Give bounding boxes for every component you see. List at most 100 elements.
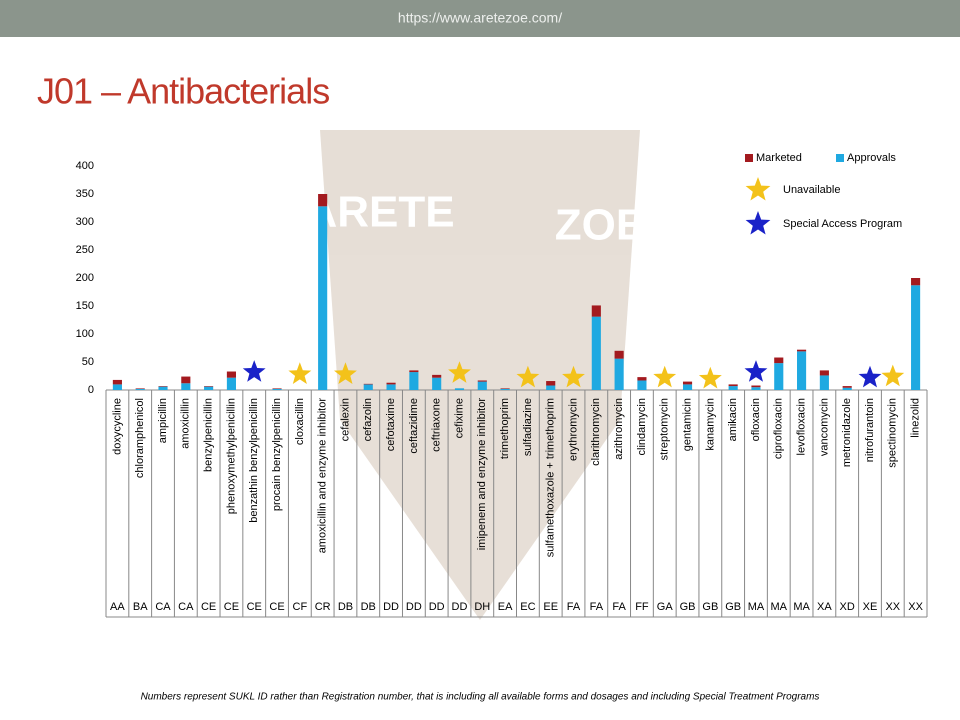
group-code: CF bbox=[293, 601, 308, 613]
bar-segment bbox=[637, 380, 647, 390]
bar-segment bbox=[819, 370, 829, 376]
x-tick-label: imipenem and enzyme inhibitor bbox=[476, 398, 488, 551]
group-code: XD bbox=[840, 601, 855, 613]
status-star bbox=[881, 364, 905, 387]
x-tick-label: cloxacillin bbox=[294, 398, 306, 445]
x-tick-label: cefixime bbox=[453, 398, 465, 438]
legend-star bbox=[745, 211, 771, 235]
bar-segment bbox=[318, 194, 328, 207]
bar-segment bbox=[797, 349, 807, 352]
group-code: XX bbox=[885, 601, 900, 613]
x-tick-label: clindamycin bbox=[636, 398, 648, 455]
bar-segment bbox=[363, 383, 373, 385]
status-star bbox=[242, 360, 266, 382]
bar-segment bbox=[842, 387, 852, 390]
x-tick-label: cefalexin bbox=[339, 398, 351, 441]
legend-label: Approvals bbox=[847, 152, 896, 164]
legend-star bbox=[745, 177, 771, 201]
bar-segment bbox=[409, 372, 419, 390]
group-code: MA bbox=[748, 601, 765, 613]
watermark-text: ARETE bbox=[305, 188, 454, 237]
x-tick-label: cefotaxime bbox=[385, 398, 397, 451]
bar-segment bbox=[158, 386, 168, 387]
x-tick-label: ciprofloxacin bbox=[773, 398, 785, 459]
y-tick-label: 200 bbox=[76, 272, 94, 284]
footnote: Numbers represent SUKL ID rather than Re… bbox=[141, 692, 820, 703]
bar-segment bbox=[112, 379, 122, 385]
bar-segment bbox=[204, 386, 214, 390]
group-code: MA bbox=[771, 601, 788, 613]
y-tick-label: 350 bbox=[76, 188, 94, 200]
group-code: GA bbox=[657, 601, 674, 613]
bar-segment bbox=[797, 351, 807, 390]
legend-swatch bbox=[745, 154, 753, 162]
status-star bbox=[858, 365, 882, 388]
bar-segment bbox=[477, 381, 487, 390]
status-star bbox=[653, 365, 677, 388]
x-tick-label: benzathin benzylpenicillin bbox=[248, 398, 260, 523]
header-bar bbox=[0, 0, 960, 37]
group-code: CE bbox=[201, 601, 216, 613]
bar-segment bbox=[432, 377, 442, 390]
x-tick-label: amoxicillin and enzyme inhibitor bbox=[317, 398, 329, 554]
bar-segment bbox=[112, 384, 122, 390]
group-code: XE bbox=[863, 601, 878, 613]
bar-segment bbox=[181, 376, 191, 384]
bar-segment bbox=[500, 388, 510, 390]
watermark-shield bbox=[320, 130, 640, 620]
x-tick-label: trimethoprim bbox=[499, 398, 511, 459]
x-tick-label: amoxicillin bbox=[180, 398, 192, 449]
bar-segment bbox=[591, 316, 601, 390]
group-code: FA bbox=[590, 601, 604, 613]
x-tick-label: metronidazole bbox=[841, 398, 853, 467]
bar-segment bbox=[682, 384, 693, 390]
x-tick-label: benzylpenicillin bbox=[203, 398, 215, 472]
bar-segment bbox=[911, 285, 921, 390]
legend-label: Unavailable bbox=[783, 184, 840, 196]
y-tick-label: 300 bbox=[76, 216, 94, 228]
group-code: DB bbox=[338, 601, 353, 613]
group-code: DB bbox=[361, 601, 376, 613]
group-code: DD bbox=[406, 601, 422, 613]
group-code: CA bbox=[155, 601, 171, 613]
x-tick-label: cefazolin bbox=[362, 398, 374, 441]
group-code: FF bbox=[635, 601, 649, 613]
watermark: ARETE ZOE bbox=[305, 130, 645, 620]
slide-title: J01 – Antibacterials bbox=[37, 71, 329, 112]
bar-segment bbox=[682, 381, 693, 385]
group-code: EA bbox=[498, 601, 513, 613]
group-code: FA bbox=[567, 601, 581, 613]
legend-swatch bbox=[836, 154, 844, 162]
bar-segment bbox=[842, 386, 852, 388]
bar-segment bbox=[546, 381, 556, 386]
x-tick-label: spectinomycin bbox=[887, 398, 899, 468]
bar-segment bbox=[181, 383, 191, 390]
y-tick-label: 400 bbox=[76, 160, 94, 172]
bar-segment bbox=[226, 377, 236, 390]
bar-segment bbox=[226, 371, 236, 378]
group-code: DD bbox=[383, 601, 399, 613]
group-code: XX bbox=[908, 601, 923, 613]
group-code: MA bbox=[793, 601, 810, 613]
x-tick-label: linezolid bbox=[910, 398, 922, 438]
group-code: CA bbox=[178, 601, 194, 613]
x-tick-label: ceftriaxone bbox=[431, 398, 443, 452]
bar-segment bbox=[591, 305, 601, 317]
x-tick-label: chloramphenicol bbox=[134, 398, 146, 478]
header-url: https://www.aretezoe.com/ bbox=[398, 10, 562, 26]
x-tick-label: procain benzylpenicillin bbox=[271, 398, 283, 511]
group-code: CE bbox=[247, 601, 262, 613]
status-star bbox=[516, 365, 540, 388]
bar-segment bbox=[728, 386, 738, 390]
bar-segment bbox=[751, 387, 761, 390]
bar-segment bbox=[272, 388, 282, 390]
group-code: DH bbox=[474, 601, 490, 613]
bar-segment bbox=[911, 278, 921, 286]
bar-segment bbox=[614, 358, 624, 390]
x-tick-label: gentamicin bbox=[681, 398, 693, 451]
watermark-text: ZOE bbox=[555, 201, 645, 250]
group-code: AA bbox=[110, 601, 125, 613]
x-tick-label: azithromycin bbox=[613, 398, 625, 460]
x-tick-label: ofloxacin bbox=[750, 398, 762, 441]
